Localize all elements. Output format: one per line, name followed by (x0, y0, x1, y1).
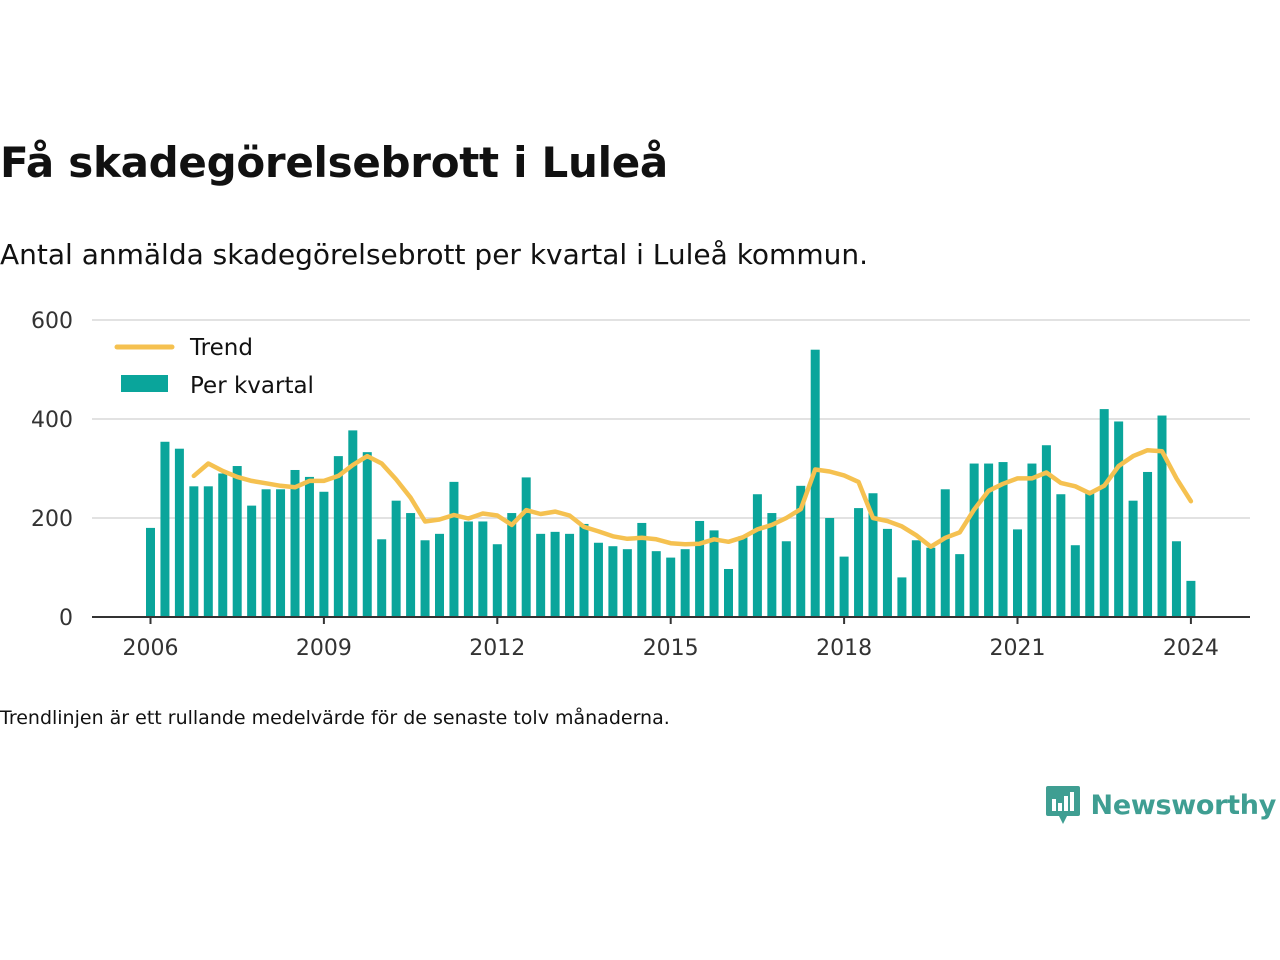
x-tick-label: 2024 (1163, 636, 1219, 661)
bar (377, 539, 387, 617)
bar (1157, 415, 1167, 617)
bar (232, 466, 242, 617)
bar (868, 493, 878, 617)
bar (290, 469, 300, 617)
bar (969, 463, 979, 617)
bar (651, 551, 661, 617)
trend-line (191, 447, 1194, 549)
bar (1070, 545, 1080, 617)
chart-svg: 0 200 400 600 2006 2009 2012 2015 2018 2021 2024 T… (31, 309, 1250, 661)
bar (261, 489, 271, 617)
bar (1114, 421, 1124, 617)
x-tick-label: 2018 (816, 636, 872, 661)
bar (738, 536, 748, 617)
bar (781, 541, 791, 617)
bar (622, 549, 632, 617)
bar (666, 557, 676, 617)
bar (1099, 409, 1109, 617)
bar (998, 462, 1008, 617)
bar (218, 473, 228, 617)
bar (304, 476, 314, 617)
bar (478, 521, 488, 617)
bar (449, 481, 459, 617)
bar (839, 556, 849, 617)
newsworthy-logo-icon (1045, 786, 1080, 824)
axes: 0 200 400 600 2006 2009 2012 2015 2018 2021 2024 (31, 309, 1250, 661)
bar (362, 452, 372, 617)
bar (1171, 541, 1181, 617)
chart-subtitle: Antal anmälda skadegörelsebrott per kvar… (0, 238, 868, 271)
legend: Trend Per kvartal (114, 335, 314, 399)
bar (1143, 471, 1153, 617)
bar (796, 485, 806, 617)
bar (637, 522, 647, 617)
brand-name: Newsworthy (1090, 789, 1277, 821)
legend-bar-swatch (121, 375, 168, 392)
bar (203, 486, 213, 617)
bar (1128, 500, 1138, 617)
chart-title: Få skadegörelsebrott i Luleå (0, 138, 668, 187)
bar (897, 577, 907, 617)
bar (854, 508, 864, 617)
bar (146, 527, 155, 617)
x-tick-label: 2021 (990, 636, 1046, 661)
bar (1027, 463, 1037, 617)
bar (492, 544, 502, 617)
bar (767, 513, 777, 617)
bar (160, 441, 170, 617)
x-tick-label: 2009 (296, 636, 352, 661)
bar (521, 477, 531, 617)
bar (1041, 445, 1051, 617)
bar (333, 456, 343, 617)
bar (984, 463, 994, 617)
bar (680, 549, 690, 617)
x-tick-label: 2015 (643, 636, 699, 661)
x-tick-label: 2006 (123, 636, 179, 661)
footnote: Trendlinjen är ett rullande medelvärde f… (0, 707, 670, 729)
bar (536, 533, 546, 617)
bar (420, 540, 430, 617)
bar (550, 531, 560, 617)
bar (695, 520, 705, 617)
bar (926, 547, 936, 617)
bar (463, 521, 473, 617)
bar (882, 528, 892, 617)
bar (955, 554, 965, 617)
trend-series (191, 447, 1194, 549)
bar (174, 448, 184, 617)
y-tick-label: 200 (31, 507, 73, 532)
bar (1013, 529, 1022, 617)
bar (391, 500, 401, 617)
y-tick-label: 600 (31, 309, 73, 334)
bar (940, 489, 950, 617)
bar (247, 505, 257, 617)
y-tick-label: 0 (59, 606, 73, 631)
bar (348, 430, 358, 617)
bar (911, 540, 921, 617)
bar (406, 513, 416, 617)
bar (579, 523, 589, 617)
bar (1186, 580, 1196, 617)
x-tick-label: 2012 (469, 636, 525, 661)
bar (435, 533, 444, 617)
bar (1056, 494, 1066, 617)
bar (608, 546, 618, 617)
bar (709, 530, 719, 617)
bar (724, 568, 733, 617)
bar (319, 491, 329, 617)
bar (189, 486, 199, 617)
bar-series (146, 349, 1196, 617)
bar (1085, 493, 1095, 617)
y-tick-label: 400 (31, 408, 73, 433)
bar (593, 542, 603, 617)
bar (825, 518, 835, 617)
bar (565, 533, 575, 617)
bar (752, 494, 762, 617)
bar (507, 513, 517, 617)
bar (276, 489, 286, 617)
brand: Newsworthy (1045, 784, 1276, 826)
bar (810, 349, 820, 617)
legend-bar-label: Per kvartal (190, 373, 314, 399)
legend-trend-label: Trend (189, 335, 253, 361)
